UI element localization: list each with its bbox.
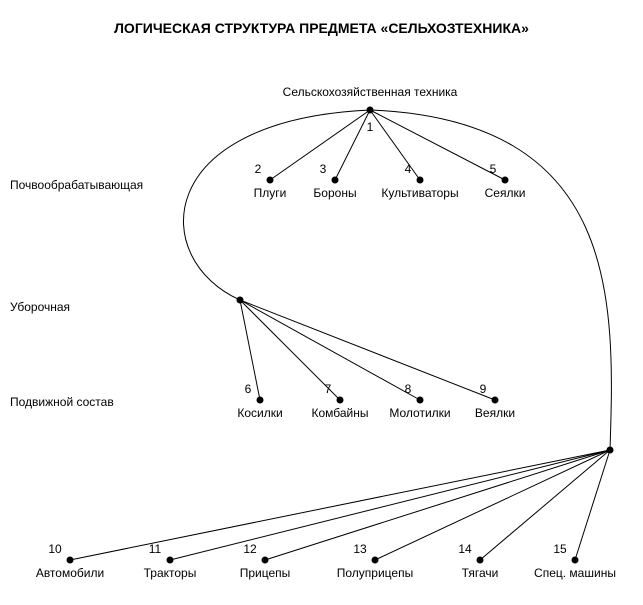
diagram-canvas: { "title": "ЛОГИЧЕСКАЯ СТРУКТУРА ПРЕДМЕТ… <box>0 0 643 605</box>
num-r3-3: 13 <box>353 542 366 556</box>
num-r2-3: 9 <box>480 382 487 396</box>
num-r3-0: 10 <box>48 542 61 556</box>
label-r3-2: Прицепы <box>240 566 291 580</box>
leaf-r3-3 <box>372 557 379 564</box>
category-label-2: Подвижной состав <box>10 395 114 409</box>
num-r2-0: 6 <box>245 382 252 396</box>
leaf-r2-3 <box>492 397 499 404</box>
leaf-r2-2 <box>417 397 424 404</box>
label-r1-2: Культиваторы <box>381 186 458 200</box>
num-r3-5: 15 <box>553 542 566 556</box>
label-r1-1: Бороны <box>313 186 356 200</box>
leaf-r1-2 <box>417 177 424 184</box>
label-r3-3: Полуприцепы <box>337 566 413 580</box>
num-r3-1: 11 <box>149 542 161 556</box>
root-label: Сельскохозяйственная техника <box>283 85 458 99</box>
num-r1-3: 5 <box>490 162 497 176</box>
label-r3-1: Тракторы <box>144 566 197 580</box>
leaf-r3-0 <box>67 557 74 564</box>
category-label-0: Почвообрабатывающая <box>10 178 143 192</box>
label-r2-3: Веялки <box>475 406 515 420</box>
num-r1-0: 2 <box>255 162 262 176</box>
curve-0 <box>183 110 370 300</box>
leaf-r1-1 <box>332 177 339 184</box>
label-r2-0: Косилки <box>237 406 282 420</box>
edge-r1-2 <box>370 110 420 180</box>
root-num: 1 <box>367 120 374 134</box>
leaf-r1-0 <box>267 177 274 184</box>
leaf-r2-0 <box>257 397 264 404</box>
num-r1-1: 3 <box>320 162 327 176</box>
num-r2-2: 8 <box>405 382 412 396</box>
num-r2-1: 7 <box>325 382 332 396</box>
label-r1-3: Сеялки <box>485 186 526 200</box>
leaf-r3-4 <box>477 557 484 564</box>
label-r2-2: Молотилки <box>389 406 450 420</box>
label-r1-0: Плуги <box>254 186 287 200</box>
edge-r1-1 <box>335 110 370 180</box>
num-r1-2: 4 <box>405 162 412 176</box>
leaf-r1-3 <box>502 177 509 184</box>
leaf-r3-5 <box>572 557 579 564</box>
edge-r1-3 <box>370 110 505 180</box>
label-r3-5: Спец. машины <box>534 566 616 580</box>
leaf-r2-1 <box>337 397 344 404</box>
label-r3-0: Автомобили <box>36 566 104 580</box>
label-r3-4: Тягачи <box>462 566 499 580</box>
edge-r3-1 <box>170 450 610 560</box>
num-r3-2: 12 <box>243 542 256 556</box>
num-r3-4: 14 <box>458 542 471 556</box>
leaf-r3-1 <box>167 557 174 564</box>
category-label-1: Уборочная <box>10 300 70 314</box>
edge-r3-5 <box>575 450 610 560</box>
edge-r2-3 <box>240 300 495 400</box>
leaf-r3-2 <box>262 557 269 564</box>
edge-r3-3 <box>375 450 610 560</box>
label-r2-1: Комбайны <box>311 406 368 420</box>
